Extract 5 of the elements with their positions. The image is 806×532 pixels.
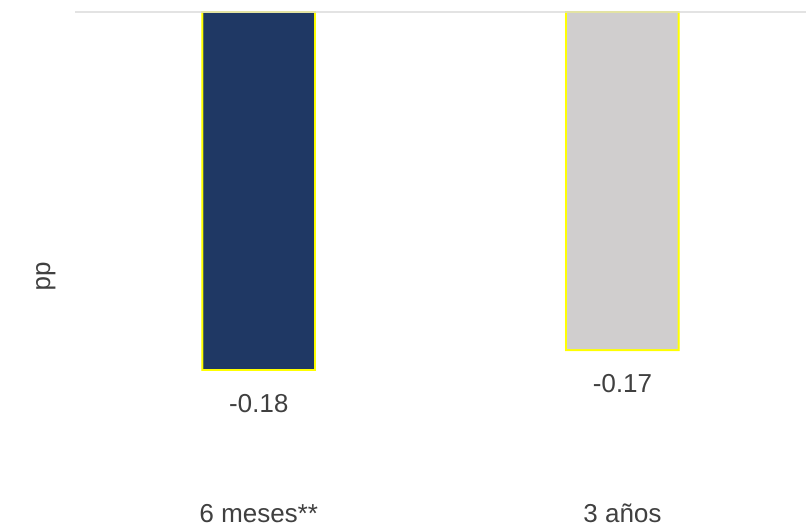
y-axis-title: pp [26, 262, 56, 290]
x-tick-label: 6 meses** [199, 498, 318, 528]
data-label: -0.18 [229, 388, 288, 418]
x-tick-label: 3 años [583, 498, 662, 528]
data-label: -0.17 [592, 368, 652, 398]
